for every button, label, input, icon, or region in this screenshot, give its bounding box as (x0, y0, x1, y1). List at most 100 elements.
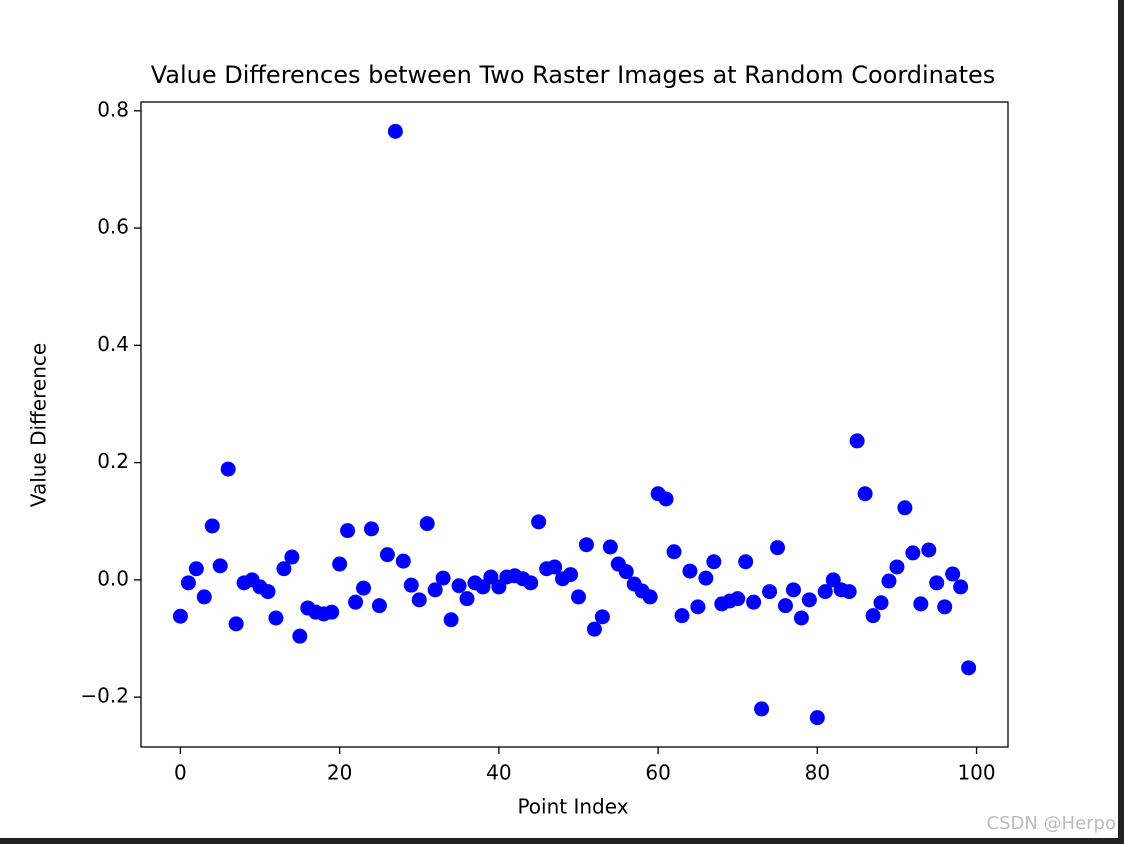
plot-frame (140, 101, 1009, 748)
point (841, 584, 857, 600)
point (913, 596, 929, 612)
point (929, 575, 945, 591)
point (746, 594, 762, 610)
point (666, 544, 682, 560)
point (363, 521, 379, 537)
point (387, 123, 403, 139)
point (658, 491, 674, 507)
y-tick-label: 0.2 (97, 449, 129, 473)
x-tick-label: 20 (327, 761, 352, 785)
point (730, 591, 746, 607)
y-tick-label: 0.4 (97, 332, 129, 356)
x-tick-label: 100 (957, 761, 995, 785)
point (674, 608, 690, 624)
point (762, 584, 778, 600)
point (188, 561, 204, 577)
y-axis-label: Value Difference (27, 343, 51, 507)
point (825, 572, 841, 588)
point (889, 559, 905, 575)
point (348, 594, 364, 610)
point (785, 582, 801, 598)
point (570, 589, 586, 605)
point (770, 540, 786, 556)
point (777, 598, 793, 614)
x-tick-label: 0 (174, 761, 187, 785)
point (578, 537, 594, 553)
point (563, 567, 579, 583)
point (475, 579, 491, 595)
watermark: CSDN @Herpo (987, 813, 1117, 834)
point (690, 599, 706, 615)
point (340, 523, 356, 539)
point (586, 621, 602, 637)
x-tick-label: 40 (486, 761, 511, 785)
point (849, 433, 865, 449)
point (817, 584, 833, 600)
point (754, 701, 770, 717)
point (427, 582, 443, 598)
point (618, 564, 634, 580)
point (459, 591, 475, 607)
point (260, 584, 276, 600)
window-border (1118, 0, 1124, 844)
point (332, 556, 348, 572)
point (196, 589, 212, 605)
point (180, 575, 196, 591)
x-tick-label: 80 (805, 761, 830, 785)
point (491, 579, 507, 595)
point (411, 592, 427, 608)
point (801, 592, 817, 608)
point (961, 660, 977, 676)
point (945, 566, 961, 582)
point (897, 500, 913, 516)
chart-title: Value Differences between Two Raster Ima… (151, 61, 996, 89)
point (403, 577, 419, 593)
point (706, 554, 722, 570)
point (857, 486, 873, 502)
point (443, 612, 459, 628)
y-tick-label: −0.2 (80, 684, 129, 708)
point (682, 563, 698, 579)
point (379, 547, 395, 563)
point (324, 604, 340, 620)
point (276, 561, 292, 577)
point (451, 578, 467, 594)
point (292, 628, 308, 644)
point (642, 589, 658, 605)
point (268, 610, 284, 626)
point (881, 573, 897, 589)
x-tick-label: 60 (645, 761, 670, 785)
point (594, 609, 610, 625)
point (204, 518, 220, 534)
point (865, 608, 881, 624)
point (284, 549, 300, 565)
point (953, 579, 969, 595)
x-axis-label: Point Index (517, 795, 628, 819)
point (809, 710, 825, 726)
point (698, 570, 714, 586)
point (738, 554, 754, 570)
y-tick-label: 0.6 (97, 215, 129, 239)
point (371, 598, 387, 614)
window-border (0, 838, 1124, 844)
point (531, 514, 547, 530)
y-tick-label: 0.8 (97, 97, 129, 121)
point (395, 553, 411, 569)
point (523, 575, 539, 591)
point (905, 545, 921, 561)
point (937, 599, 953, 615)
point (483, 569, 499, 585)
point (793, 610, 809, 626)
point (220, 461, 236, 477)
point (435, 570, 451, 586)
point (921, 542, 937, 558)
y-tick-label: 0.0 (97, 566, 129, 590)
point (212, 558, 228, 574)
point (602, 539, 618, 555)
point (419, 516, 435, 532)
point (172, 608, 188, 624)
point (873, 595, 889, 611)
point (547, 559, 563, 575)
point (228, 616, 244, 632)
